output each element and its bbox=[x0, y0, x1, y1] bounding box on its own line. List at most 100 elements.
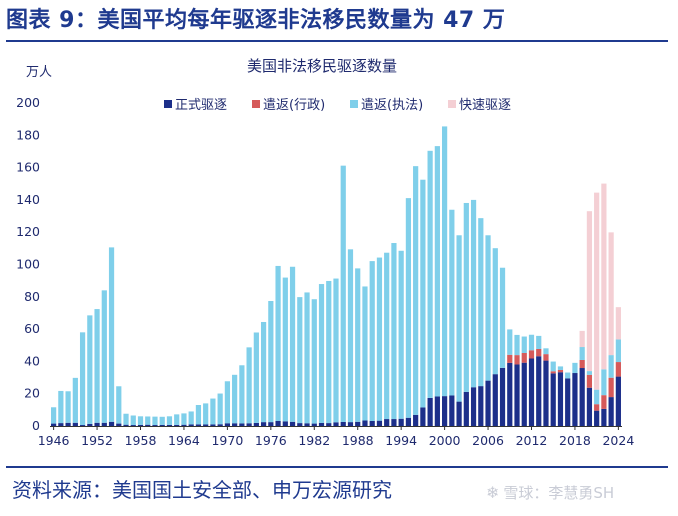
bar-segment-遣返(执法)-1946 bbox=[51, 407, 57, 424]
y-tick-label: 60 bbox=[24, 321, 40, 336]
bar-segment-快速驱逐-2022 bbox=[601, 183, 607, 370]
bar-segment-遣返(执法)-2001 bbox=[449, 209, 455, 396]
bar-segment-遣返(执法)-1991 bbox=[376, 257, 383, 421]
bar-segment-正式驱逐-2007 bbox=[492, 374, 498, 426]
bar-segment-遣返(执法)-1993 bbox=[391, 243, 397, 420]
bar-segment-遣返(执法)-1986 bbox=[340, 165, 346, 422]
bar-segment-遣返(行政)-2009 bbox=[507, 354, 513, 363]
bar-segment-正式驱逐-2002 bbox=[456, 401, 462, 426]
y-tick-label: 80 bbox=[24, 289, 40, 304]
bar-segment-遣返(执法)-1948 bbox=[65, 391, 71, 423]
bar-segment-正式驱逐-1949 bbox=[72, 422, 78, 426]
bar-segment-遣返(执法)-1977 bbox=[275, 265, 281, 421]
bar-segment-遣返(执法)-1975 bbox=[260, 321, 267, 423]
bar-segment-遣返(行政)-2022 bbox=[601, 395, 607, 409]
bar-segment-遣返(执法)-1959 bbox=[145, 416, 151, 425]
x-tick-label: 1964 bbox=[168, 433, 200, 448]
y-axis-unit: 万人 bbox=[26, 65, 52, 80]
bar-segment-正式驱逐-2014 bbox=[543, 360, 549, 426]
bar-segment-正式驱逐-1987 bbox=[347, 422, 354, 426]
bar-segment-遣返(执法)-1982 bbox=[311, 299, 317, 424]
bar-segment-正式驱逐-2009 bbox=[507, 362, 513, 426]
bar-segment-遣返(执法)-2000 bbox=[442, 126, 448, 397]
x-tick-label: 2000 bbox=[429, 433, 461, 448]
bar-segment-遣返(行政)-2013 bbox=[536, 348, 542, 357]
bar-segment-正式驱逐-1960 bbox=[152, 425, 158, 426]
bar-segment-遣返(执法)-2012 bbox=[528, 334, 535, 351]
bar-segment-遣返(执法)-1958 bbox=[137, 416, 144, 425]
bar-segment-正式驱逐-2015 bbox=[550, 373, 556, 426]
figure-title: 图表 9：美国平均每年驱逐非法移民数量为 47 万 bbox=[6, 8, 506, 33]
bar-segment-遣返(执法)-2017 bbox=[565, 372, 571, 379]
source-note: 资料来源：美国国土安全部、申万宏源研究 bbox=[12, 478, 392, 502]
bar-segment-正式驱逐-1971 bbox=[232, 423, 238, 426]
bar-segment-遣返(执法)-1985 bbox=[333, 278, 339, 423]
bar-segment-正式驱逐-1994 bbox=[398, 418, 404, 426]
bar-segment-正式驱逐-1952 bbox=[94, 422, 100, 426]
bar-segment-正式驱逐-1981 bbox=[304, 423, 310, 426]
legend-label: 快速驱逐 bbox=[459, 98, 511, 113]
y-tick-label: 160 bbox=[16, 160, 40, 175]
bar-segment-正式驱逐-1988 bbox=[355, 421, 361, 426]
x-tick-label: 2024 bbox=[602, 433, 634, 448]
x-tick-label: 1958 bbox=[125, 433, 157, 448]
bar-segment-遣返(行政)-2019 bbox=[579, 359, 585, 369]
bar-segment-正式驱逐-2017 bbox=[565, 378, 571, 426]
y-tick-label: 40 bbox=[24, 353, 40, 368]
bar-segment-正式驱逐-1992 bbox=[384, 419, 390, 426]
bar-segment-遣返(执法)-1981 bbox=[304, 292, 310, 424]
bar-segment-正式驱逐-1963 bbox=[174, 424, 180, 426]
bar-segment-正式驱逐-1955 bbox=[116, 423, 122, 426]
bar-segment-遣返(执法)-2015 bbox=[550, 361, 556, 372]
bar-segment-快速驱逐-2021 bbox=[594, 192, 600, 390]
bar-segment-遣返(执法)-2009 bbox=[507, 329, 513, 355]
bar-segment-正式驱逐-1991 bbox=[376, 420, 383, 426]
bar-segment-遣返(执法)-1971 bbox=[232, 374, 238, 424]
bar-segment-遣返(执法)-1988 bbox=[355, 268, 361, 422]
bar-segment-正式驱逐-2019 bbox=[579, 368, 585, 426]
watermark: ❄ 雪球：李慧勇SH bbox=[486, 480, 614, 506]
bar-segment-正式驱逐-1962 bbox=[166, 424, 173, 426]
bar-segment-遣返(执法)-2023 bbox=[608, 355, 614, 378]
bar-segment-遣返(执法)-1949 bbox=[72, 377, 78, 423]
bar-segment-正式驱逐-2022 bbox=[601, 408, 607, 426]
bar-segment-遣返(行政)-2023 bbox=[608, 377, 614, 398]
x-tick-label: 2018 bbox=[559, 433, 591, 448]
bar-segment-正式驱逐-1999 bbox=[434, 396, 440, 426]
bar-segment-正式驱逐-1964 bbox=[181, 424, 187, 426]
bar-segment-正式驱逐-1997 bbox=[420, 407, 426, 426]
bar-segment-正式驱逐-1986 bbox=[340, 421, 346, 426]
bar-segment-遣返(执法)-2013 bbox=[536, 335, 542, 349]
bar-segment-正式驱逐-1956 bbox=[123, 424, 129, 426]
bar-segment-正式驱逐-2001 bbox=[449, 395, 455, 426]
deportation-chart: 美国非法移民驱逐数量 万人 0 20 40 60 80 100 120 140 160 180 20… bbox=[16, 57, 634, 448]
chart-title: 美国非法移民驱逐数量 bbox=[247, 57, 397, 75]
bar-segment-遣返(执法)-1976 bbox=[268, 301, 274, 423]
bar-segment-遣返(执法)-1947 bbox=[58, 390, 64, 424]
bar-segment-快速驱逐-2023 bbox=[608, 232, 614, 356]
bar-segment-正式驱逐-1957 bbox=[130, 425, 136, 426]
y-tick-label: 180 bbox=[16, 127, 40, 142]
bar-segment-正式驱逐-1972 bbox=[239, 423, 245, 426]
bar-segment-遣返(执法)-1967 bbox=[203, 403, 209, 425]
bar-segment-遣返(执法)-1950 bbox=[79, 332, 86, 426]
bar-segment-正式驱逐-2020 bbox=[586, 387, 593, 426]
bar-segment-遣返(执法)-2020 bbox=[586, 371, 593, 375]
bar-segment-正式驱逐-1948 bbox=[65, 422, 71, 426]
bar-segment-遣返(执法)-1999 bbox=[434, 146, 440, 397]
x-tick-label: 1946 bbox=[38, 433, 70, 448]
bar-segment-正式驱逐-2000 bbox=[442, 396, 448, 426]
legend: 正式驱逐 遣返(行政) 遣返(执法) 快速驱逐 bbox=[164, 98, 511, 113]
bar-segment-遣返(执法)-2016 bbox=[557, 366, 564, 370]
bar-segment-遣返(执法)-2006 bbox=[485, 235, 491, 381]
legend-label: 正式驱逐 bbox=[175, 98, 227, 113]
bar-segment-遣返(执法)-2014 bbox=[543, 348, 549, 355]
bar-segment-遣返(执法)-1996 bbox=[413, 166, 419, 415]
bar-segment-正式驱逐-1970 bbox=[224, 423, 230, 426]
bar-segment-遣返(执法)-2010 bbox=[514, 334, 520, 356]
bar-segment-遣返(执法)-1965 bbox=[188, 411, 194, 425]
bar-segment-遣返(执法)-1990 bbox=[369, 261, 375, 421]
y-tick-label: 200 bbox=[16, 95, 40, 110]
bar-segment-正式驱逐-1985 bbox=[333, 422, 339, 426]
bar-segment-正式驱逐-2006 bbox=[485, 380, 491, 426]
